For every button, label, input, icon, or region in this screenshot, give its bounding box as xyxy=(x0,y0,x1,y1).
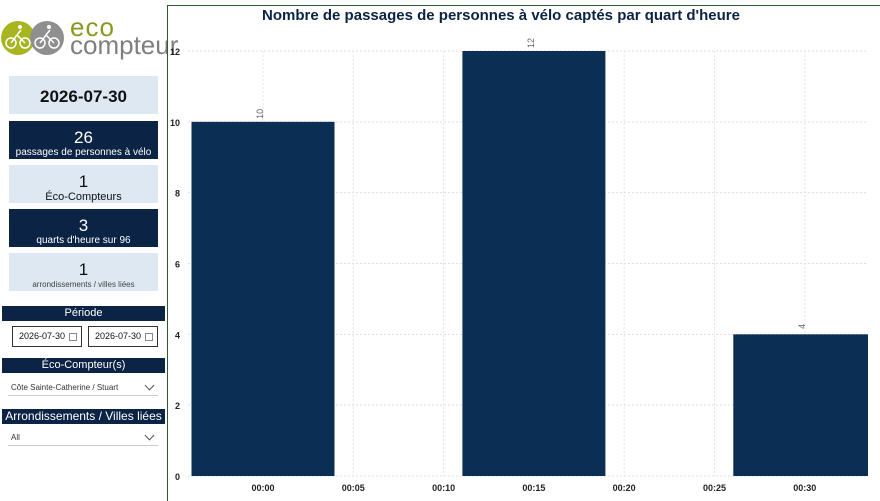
cyclist-logo-icon xyxy=(1,21,64,55)
periode-heading: Période xyxy=(2,306,165,321)
compteur-selected-value: Côte Sainte-Catherine / Stuart xyxy=(11,383,119,392)
bar-value-label: 12 xyxy=(526,38,536,48)
y-tick-label: 2 xyxy=(175,401,180,411)
x-tick-label: 00:30 xyxy=(793,483,816,493)
y-tick-label: 12 xyxy=(170,47,180,57)
y-tick-label: 8 xyxy=(175,189,180,199)
logo-compteur-text: compteur xyxy=(70,30,179,60)
eco-compteur-logo: eco compteur xyxy=(0,12,178,64)
compteurs-card: 1 Éco-Compteurs xyxy=(9,165,158,203)
x-tick-label: 00:25 xyxy=(703,483,726,493)
arrondissement-selected-value: All xyxy=(11,433,20,442)
x-tick-label: 00:10 xyxy=(432,483,455,493)
compteurs-label: Éco-Compteurs xyxy=(45,191,122,203)
quarts-value: 3 xyxy=(78,216,89,235)
y-tick-label: 6 xyxy=(175,260,180,270)
passages-value: 26 xyxy=(74,128,93,147)
chevron-down-icon xyxy=(144,380,155,391)
selected-date-card: 2026-07-30 xyxy=(9,76,158,114)
compteurs-value: 1 xyxy=(78,172,89,191)
arrondissements-card: 1 arrondissements / villes liées xyxy=(9,253,158,291)
end-date-value: 2026-07-30 xyxy=(95,331,142,341)
x-tick-label: 00:20 xyxy=(613,483,636,493)
passages-card: 26 passages de personnes à vélo xyxy=(9,121,158,159)
calendar-icon[interactable] xyxy=(145,333,153,341)
compteur-select[interactable]: Côte Sainte-Catherine / Stuart xyxy=(8,379,158,396)
bar-value-label: 10 xyxy=(255,109,265,119)
sidebar: eco compteur 2026-07-30 26 passages de p… xyxy=(0,0,178,501)
bar xyxy=(191,121,335,476)
y-tick-label: 0 xyxy=(175,472,180,482)
y-tick-label: 4 xyxy=(175,330,180,340)
bar-chart: 0 2 4 6 8 10 12 00:00 00:05 00:10 00:15 00:20 00:25 0… xyxy=(170,38,868,493)
arrondissement-select[interactable]: All xyxy=(8,429,158,446)
x-tick-label: 00:00 xyxy=(251,483,274,493)
arrondissements-value: 1 xyxy=(78,260,89,279)
compteurs-heading: Éco-Compteur(s) xyxy=(2,358,165,373)
chart-frame xyxy=(167,5,880,501)
start-date-input[interactable]: 2026-07-30 xyxy=(12,326,82,347)
bar xyxy=(462,51,606,476)
arrondissements-label: arrondissements / villes liées xyxy=(32,280,135,289)
arrondissements-heading: Arrondissements / Villes liées xyxy=(2,409,165,424)
y-tick-label: 10 xyxy=(170,118,180,128)
x-tick-label: 00:05 xyxy=(342,483,365,493)
chart-title: Nombre de passages de personnes à vélo c… xyxy=(262,7,740,24)
passages-label: passages de personnes à vélo xyxy=(15,147,152,158)
calendar-icon[interactable] xyxy=(69,333,77,341)
x-tick-label: 00:15 xyxy=(522,483,545,493)
quarts-label: quarts d'heure sur 96 xyxy=(36,235,131,246)
logo-eco-text: eco xyxy=(70,12,115,42)
bar xyxy=(733,334,868,476)
chevron-down-icon xyxy=(144,430,155,441)
start-date-value: 2026-07-30 xyxy=(19,331,66,341)
quarts-card: 3 quarts d'heure sur 96 xyxy=(9,209,158,247)
end-date-input[interactable]: 2026-07-30 xyxy=(88,326,158,347)
bar-value-label: 4 xyxy=(797,324,807,329)
